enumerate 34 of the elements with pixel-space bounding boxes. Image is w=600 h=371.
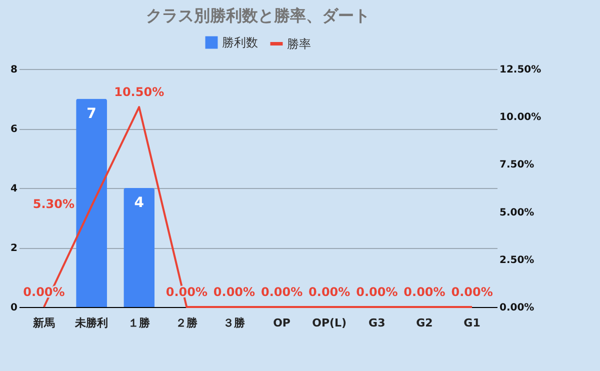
x-tick-label: １勝 xyxy=(128,316,152,330)
y-tick-label: 0 xyxy=(10,302,18,314)
y2-tick-label: 10.00% xyxy=(500,112,542,124)
y2-tick-label: 7.50% xyxy=(500,160,534,171)
x-tick-label: 未勝利 xyxy=(74,316,108,330)
data-label: 0.00% xyxy=(260,285,303,299)
data-label: 0.00% xyxy=(213,285,256,299)
y-tick-label: 4 xyxy=(10,184,18,194)
data-label: 10.50% xyxy=(114,85,164,100)
data-label: 7 xyxy=(86,106,96,122)
x-tick-label: ３勝 xyxy=(223,316,246,330)
y-tick-label: 2 xyxy=(10,243,18,254)
legend-label: 勝率 xyxy=(287,36,311,51)
data-label: 4 xyxy=(134,195,144,211)
data-label: 0.00% xyxy=(356,285,398,299)
x-tick-label: OP xyxy=(273,316,290,330)
x-tick-label: OP(L) xyxy=(312,316,347,330)
y2-tick-label: 2.50% xyxy=(500,254,534,266)
y-tick-label: 8 xyxy=(10,64,18,76)
x-tick-label: ２勝 xyxy=(176,316,199,330)
x-tick-label: 新馬 xyxy=(32,316,55,330)
x-tick-label: G3 xyxy=(368,316,386,330)
chart-title: クラス別勝利数と勝率、ダート xyxy=(146,6,370,25)
data-label: 0.00% xyxy=(404,285,446,299)
legend-label: 勝利数 xyxy=(222,36,258,50)
data-label: 5.30% xyxy=(32,197,75,212)
data-label: 0.00% xyxy=(451,285,493,299)
data-label: 0.00% xyxy=(308,285,350,299)
x-tick-label: G2 xyxy=(416,316,433,330)
y2-tick-label: 5.00% xyxy=(500,207,534,218)
y2-tick-label: 0.00% xyxy=(500,302,534,314)
y-tick-label: 6 xyxy=(10,124,18,135)
x-tick-label: G1 xyxy=(464,316,480,330)
y2-tick-label: 12.50% xyxy=(500,64,542,76)
